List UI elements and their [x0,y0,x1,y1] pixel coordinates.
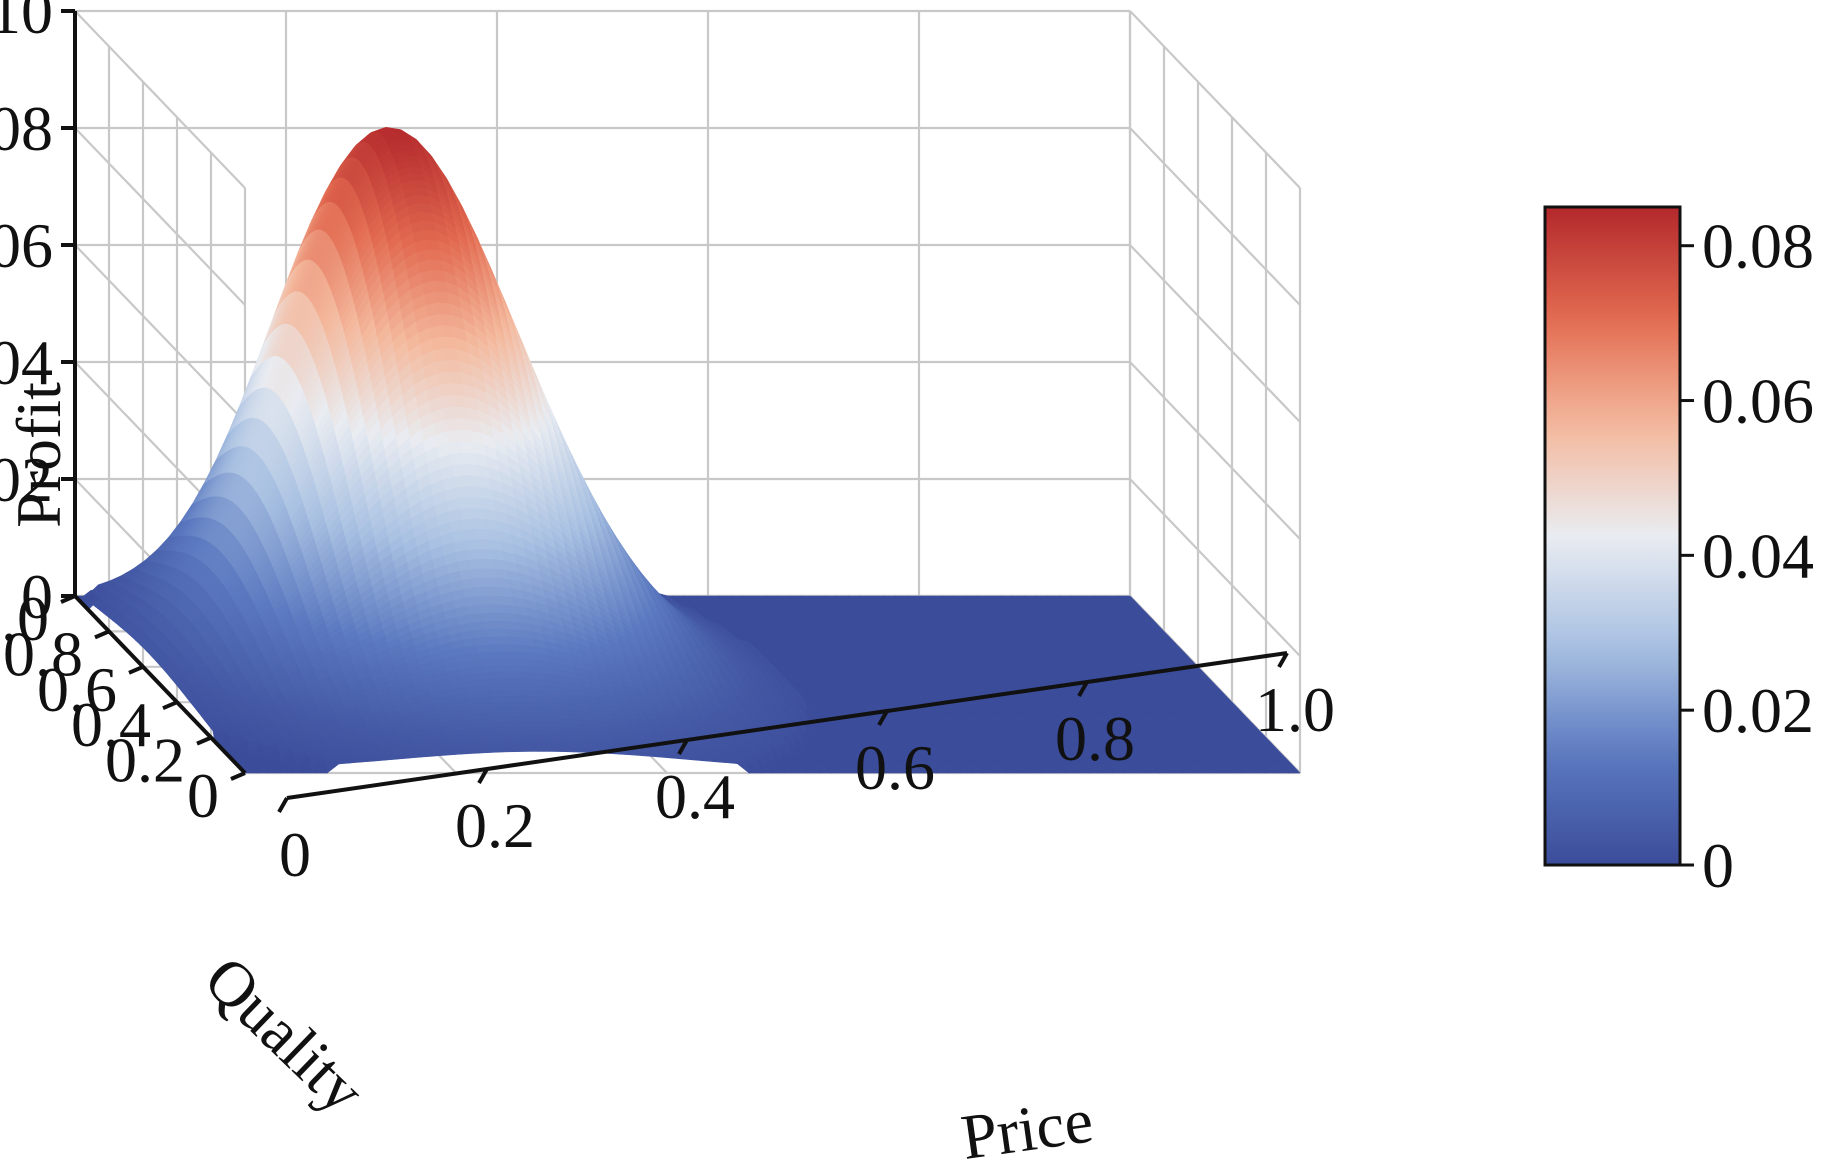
surface-patch [454,475,469,489]
right-wall-hline [1129,127,1301,306]
surface-patch [446,429,461,444]
right-wall-hline [1129,10,1301,189]
right-wall-hline [1129,478,1301,657]
surface-patch [437,371,452,386]
surface-patch [467,486,483,499]
surface-patch [433,348,448,363]
surface-patch [459,507,475,521]
surface-patch [431,336,446,351]
surface-patch [457,497,473,510]
surface-layer [74,127,1301,774]
surface-patch [444,418,460,433]
surface-patch [454,406,469,420]
left-wall-hline [74,10,246,189]
surface-patch [452,394,468,409]
surface-patch [469,497,485,510]
surface-patch [448,371,464,385]
right-wall-hline [1129,244,1301,423]
surface-patch [460,441,475,455]
surface-patch [435,359,450,375]
surface-patch [442,406,458,421]
surface-patch [458,429,473,443]
surface-patch [429,325,444,340]
surface-patch [465,475,481,488]
surface-patch [439,313,454,327]
surface-patch [450,452,465,467]
surface-patch [464,464,479,477]
surface-patch [456,418,471,432]
surface-patch [471,507,486,520]
left-wall-hline [74,127,246,306]
surface-patch [448,441,463,455]
surface-patch [452,464,467,478]
surface-patch [456,486,471,500]
right-wall-hline [1129,361,1301,540]
surface-patch [440,394,456,409]
surface-patch [447,359,462,374]
surface-patch [462,452,477,466]
surface-patch [439,383,454,398]
surface-patch [445,348,460,362]
surface-patch [450,383,466,397]
left-wall-hline [74,244,246,423]
